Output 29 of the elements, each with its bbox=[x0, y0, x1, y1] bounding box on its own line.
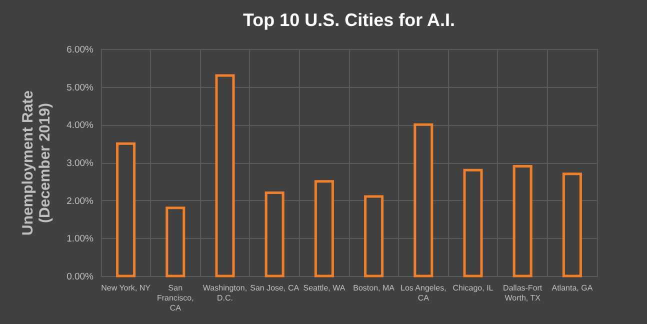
y-tick-label: 2.00% bbox=[66, 196, 94, 207]
y-tick-label: 3.00% bbox=[66, 158, 94, 169]
x-tick-label: San Francisco, CA bbox=[156, 284, 194, 312]
chart-title: Top 10 U.S. Cities for A.I. bbox=[242, 10, 456, 30]
bar bbox=[166, 206, 186, 278]
y-tick-label: 4.00% bbox=[66, 120, 94, 132]
bar bbox=[512, 165, 532, 278]
x-tick-label: Atlanta, GA bbox=[552, 284, 594, 292]
bar bbox=[562, 172, 582, 278]
bar bbox=[414, 123, 434, 278]
bar bbox=[463, 168, 483, 278]
y-tick-label: 0.00% bbox=[66, 272, 94, 282]
y-tick-label: 1.00% bbox=[66, 234, 94, 245]
x-tick-label: Seattle, WA bbox=[303, 284, 346, 292]
x-tick-label: Dallas-Fort Worth, TX bbox=[503, 284, 543, 302]
x-tick-label: Boston, MA bbox=[353, 284, 396, 292]
bar bbox=[116, 142, 136, 278]
y-tick-label: 5.00% bbox=[66, 82, 94, 94]
bar bbox=[264, 192, 284, 278]
bar bbox=[314, 180, 334, 278]
y-tick-label: 6.00% bbox=[66, 44, 94, 56]
x-tick-label: Los Angeles, CA bbox=[400, 284, 446, 302]
x-tick-label: New York, NY bbox=[101, 284, 152, 292]
x-tick-label: Washington, D.C. bbox=[202, 284, 248, 302]
bar bbox=[364, 195, 384, 278]
x-tick-label: Chicago, IL bbox=[452, 284, 494, 292]
x-tick-label: San Jose, CA bbox=[250, 284, 300, 292]
y-axis-title: Unemployment Rate (December 2019) bbox=[20, 90, 54, 236]
bar bbox=[215, 74, 235, 278]
